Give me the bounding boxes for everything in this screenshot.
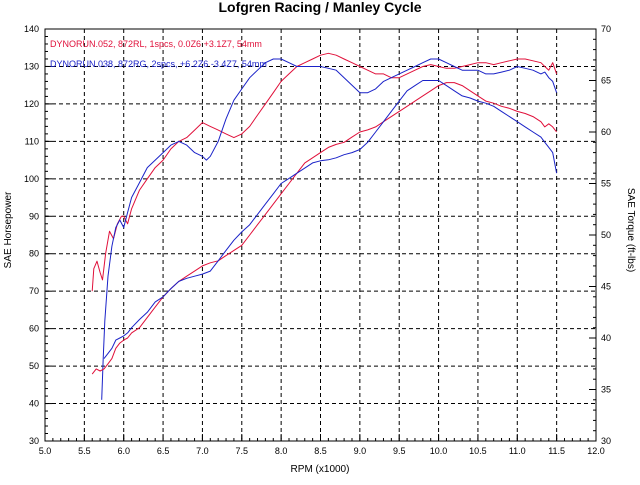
x-axis-ticks: 5.0 5.5 6.0 6.5 7.0 7.5 8.0 8.5 9.0 9.5 10.0 10.5 11…: [39, 434, 605, 456]
y-right-tick-label: 35: [601, 385, 611, 395]
x-axis-title: RPM (x1000): [291, 464, 350, 475]
y-right-tick-label: 40: [601, 333, 611, 343]
horsepower-series-line: [101, 58, 558, 400]
legend: DYNORUN.052, 872RL, 1spcs, 0.0Z6 +3.1Z7,…: [50, 39, 267, 69]
y-left-tick-label: 130: [24, 61, 39, 71]
x-tick-label: 9.0: [354, 446, 367, 456]
y-right-tick-label: 50: [601, 230, 611, 240]
x-tick-label: 10.0: [430, 446, 448, 456]
grid-lines: [45, 29, 596, 441]
horsepower-series-line: [91, 52, 558, 292]
y-right-axis-title: SAE Torque (ft-lbs): [625, 188, 636, 272]
y-left-tick-label: 80: [29, 249, 39, 259]
x-tick-label: 6.0: [117, 446, 130, 456]
chart-title: Lofgren Racing / Manley Cycle: [218, 0, 421, 15]
x-tick-label: 6.5: [157, 446, 170, 456]
y-right-tick-label: 30: [601, 436, 611, 446]
y-left-tick-label: 50: [29, 361, 39, 371]
x-tick-label: 8.0: [275, 446, 288, 456]
x-tick-label: 7.0: [196, 446, 209, 456]
y-right-tick-label: 45: [601, 282, 611, 292]
x-tick-label: 12.0: [587, 446, 605, 456]
x-tick-label: 9.5: [393, 446, 406, 456]
y-right-tick-label: 55: [601, 179, 611, 189]
x-tick-label: 11.5: [548, 446, 565, 456]
legend-entry: DYNORUN.038, 872RG, 2spcs, +6.2Z6 -3.4Z7…: [50, 59, 267, 69]
y-right-tick-label: 60: [601, 127, 611, 137]
y-left-tick-label: 100: [24, 174, 39, 184]
y-left-axis-ticks: 30 40 50 60 70 80 90 100 110 120 130 140: [24, 24, 52, 446]
series-lines: [91, 52, 558, 400]
y-left-tick-label: 40: [29, 399, 39, 409]
y-left-tick-label: 140: [24, 24, 39, 34]
x-tick-label: 5.5: [78, 446, 91, 456]
torque-series-line: [103, 80, 558, 359]
x-tick-label: 10.5: [469, 446, 487, 456]
y-left-axis-title: SAE Horsepower: [3, 191, 14, 268]
y-right-tick-label: 70: [601, 24, 611, 34]
y-left-tick-label: 30: [29, 436, 39, 446]
x-tick-label: 11.0: [509, 446, 526, 456]
y-left-tick-label: 110: [25, 136, 39, 146]
y-right-tick-label: 65: [601, 76, 611, 86]
x-tick-label: 7.5: [236, 446, 249, 456]
y-left-tick-label: 70: [29, 286, 39, 296]
legend-entry: DYNORUN.052, 872RL, 1spcs, 0.0Z6 +3.1Z7,…: [50, 39, 262, 49]
x-tick-label: 8.5: [314, 446, 327, 456]
y-left-tick-label: 90: [29, 211, 39, 221]
torque-series-line: [91, 82, 557, 375]
x-tick-label: 5.0: [39, 446, 52, 456]
y-left-tick-label: 120: [24, 99, 39, 109]
y-right-axis-ticks: 30 35 40 45 50 55 60 65 70: [589, 24, 611, 446]
y-left-tick-label: 60: [29, 324, 39, 334]
